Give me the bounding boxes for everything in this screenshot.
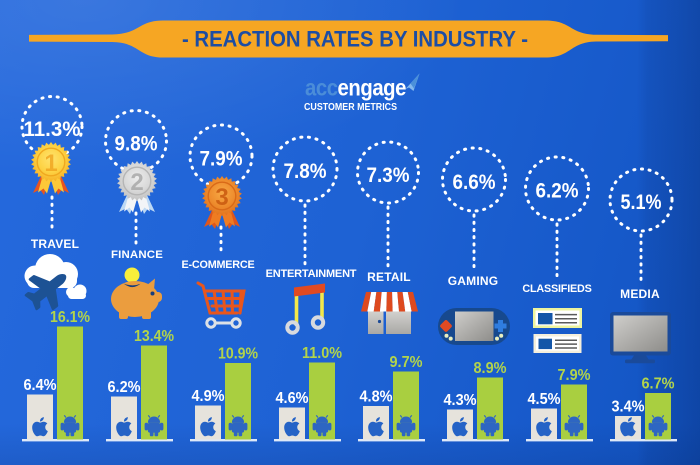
svg-text:TRAVEL: TRAVEL (31, 237, 79, 251)
svg-text:4.9%: 4.9% (192, 388, 225, 405)
svg-text:MEDIA: MEDIA (620, 287, 660, 301)
svg-text:7.9%: 7.9% (200, 148, 243, 171)
svg-text:10.9%: 10.9% (218, 346, 258, 363)
svg-text:7.9%: 7.9% (558, 367, 591, 384)
svg-text:FINANCE: FINANCE (111, 249, 163, 261)
svg-text:9.8%: 9.8% (115, 133, 158, 156)
svg-text:8.9%: 8.9% (474, 360, 507, 377)
svg-text:1: 1 (44, 150, 57, 177)
svg-text:4.8%: 4.8% (360, 389, 393, 406)
svg-text:3.4%: 3.4% (612, 399, 645, 416)
svg-text:7.8%: 7.8% (284, 160, 327, 183)
svg-text:4.6%: 4.6% (276, 390, 309, 407)
svg-text:RETAIL: RETAIL (367, 270, 411, 284)
svg-text:6.4%: 6.4% (24, 377, 57, 394)
svg-text:2: 2 (130, 169, 143, 196)
svg-text:7.3%: 7.3% (367, 164, 410, 187)
svg-text:5.1%: 5.1% (621, 191, 662, 214)
svg-text:16.1%: 16.1% (50, 309, 90, 326)
svg-text:4.5%: 4.5% (528, 391, 561, 408)
svg-text:13.4%: 13.4% (134, 328, 174, 345)
svg-text:CUSTOMER METRICS: CUSTOMER METRICS (304, 102, 397, 113)
svg-text:4.3%: 4.3% (444, 392, 477, 409)
svg-text:CLASSIFIEDS: CLASSIFIEDS (522, 283, 591, 295)
svg-text:E-COMMERCE: E-COMMERCE (182, 259, 255, 271)
svg-text:11.3%: 11.3% (24, 117, 81, 141)
svg-text:11.0%: 11.0% (302, 345, 342, 362)
svg-text:ENTERTAINMENT: ENTERTAINMENT (266, 268, 357, 280)
svg-text:GAMING: GAMING (448, 274, 499, 288)
svg-text:6.2%: 6.2% (536, 180, 579, 203)
svg-text:6.6%: 6.6% (453, 171, 496, 194)
svg-text:3: 3 (215, 184, 228, 211)
svg-text:6.7%: 6.7% (642, 376, 675, 393)
svg-text:accengage: accengage (305, 75, 406, 101)
svg-text:6.2%: 6.2% (108, 379, 141, 396)
svg-text:- REACTION RATES BY INDUSTRY -: - REACTION RATES BY INDUSTRY - (182, 27, 528, 52)
svg-text:9.7%: 9.7% (390, 354, 423, 371)
